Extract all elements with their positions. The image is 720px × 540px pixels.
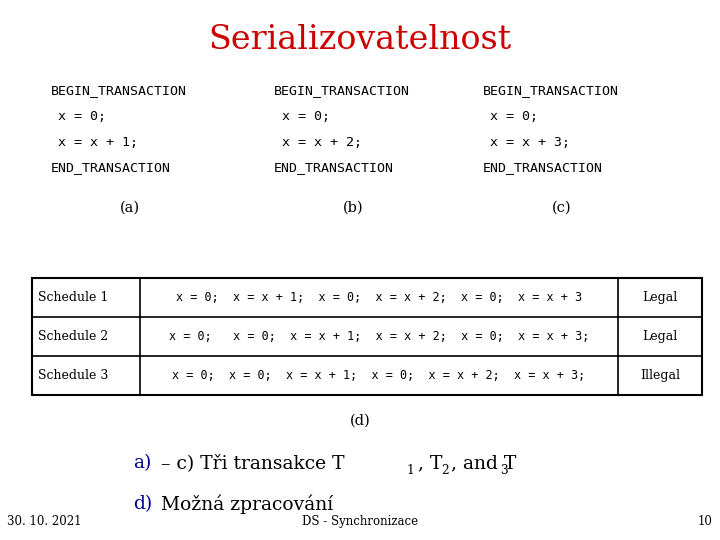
Text: x = 0;: x = 0; (482, 110, 539, 123)
Text: d): d) (133, 495, 153, 512)
Text: Možná zpracování: Možná zpracování (161, 495, 333, 514)
Text: x = 0;: x = 0; (50, 110, 107, 123)
Text: a): a) (133, 454, 152, 472)
Text: 2: 2 (441, 464, 449, 477)
Bar (32, 278, 702, 395)
Text: (d): (d) (350, 414, 370, 428)
Text: 30. 10. 2021: 30. 10. 2021 (7, 515, 81, 528)
Text: (b): (b) (343, 201, 363, 215)
Text: Schedule 1: Schedule 1 (38, 291, 109, 304)
Text: (a): (a) (120, 201, 140, 215)
Text: x = x + 1;: x = x + 1; (50, 136, 138, 148)
Text: x = 0;  x = x + 1;  x = 0;  x = x + 2;  x = 0;  x = x + 3: x = 0; x = x + 1; x = 0; x = x + 2; x = … (176, 291, 582, 304)
Text: , T: , T (418, 454, 442, 472)
Text: END_TRANSACTION: END_TRANSACTION (482, 161, 603, 174)
Text: Schedule 3: Schedule 3 (38, 369, 109, 382)
Text: x = 0;: x = 0; (274, 110, 330, 123)
Text: 1: 1 (407, 464, 415, 477)
Text: END_TRANSACTION: END_TRANSACTION (50, 161, 171, 174)
Text: BEGIN_TRANSACTION: BEGIN_TRANSACTION (482, 84, 618, 97)
Text: x = x + 2;: x = x + 2; (274, 136, 361, 148)
Text: BEGIN_TRANSACTION: BEGIN_TRANSACTION (50, 84, 186, 97)
Text: Schedule 2: Schedule 2 (38, 330, 109, 343)
Text: (c): (c) (552, 201, 572, 215)
Text: Illegal: Illegal (640, 369, 680, 382)
Text: Legal: Legal (642, 330, 678, 343)
Text: x = x + 3;: x = x + 3; (482, 136, 570, 148)
Text: x = 0;   x = 0;  x = x + 1;  x = x + 2;  x = 0;  x = x + 3;: x = 0; x = 0; x = x + 1; x = x + 2; x = … (169, 330, 589, 343)
Text: Legal: Legal (642, 291, 678, 304)
Text: – c) Tři transakce T: – c) Tři transakce T (161, 454, 344, 472)
Text: BEGIN_TRANSACTION: BEGIN_TRANSACTION (274, 84, 410, 97)
Text: 3: 3 (500, 464, 508, 477)
Text: Serializovatelnost: Serializovatelnost (208, 24, 512, 56)
Text: END_TRANSACTION: END_TRANSACTION (274, 161, 394, 174)
Text: DS - Synchronizace: DS - Synchronizace (302, 515, 418, 528)
Text: , and T: , and T (451, 454, 517, 472)
Text: x = 0;  x = 0;  x = x + 1;  x = 0;  x = x + 2;  x = x + 3;: x = 0; x = 0; x = x + 1; x = 0; x = x + … (173, 369, 585, 382)
Text: 10: 10 (698, 515, 713, 528)
